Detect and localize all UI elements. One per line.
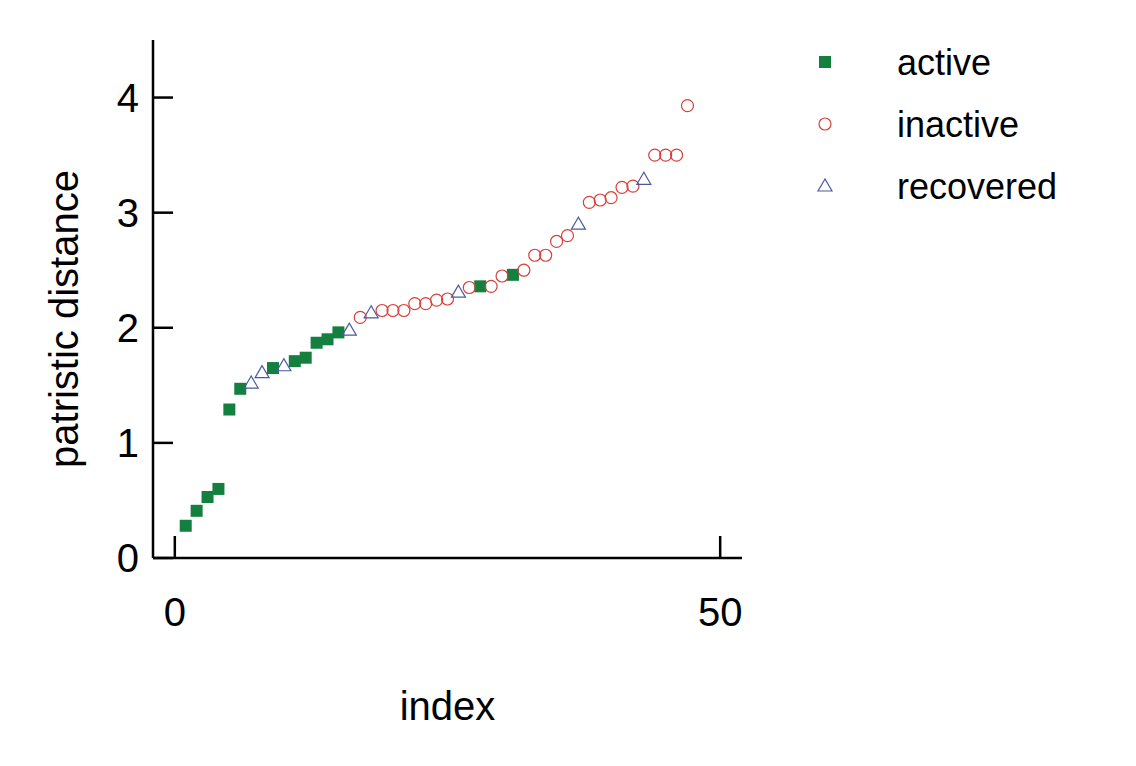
point — [277, 359, 291, 371]
point — [223, 404, 235, 416]
point — [289, 355, 301, 367]
point — [431, 294, 443, 306]
point — [671, 149, 683, 161]
y-tick — [153, 557, 173, 560]
point — [267, 362, 279, 374]
x-tick-label: 0 — [164, 590, 186, 634]
point — [234, 383, 246, 395]
point — [660, 149, 672, 161]
point — [551, 235, 563, 247]
point — [322, 333, 334, 345]
point — [364, 306, 378, 318]
point — [387, 305, 399, 317]
point — [529, 249, 541, 261]
point — [507, 269, 519, 281]
point — [496, 270, 508, 282]
point — [681, 100, 693, 112]
y-tick — [153, 211, 173, 214]
point — [605, 192, 617, 204]
point — [212, 483, 224, 495]
point — [649, 149, 661, 161]
x-tick — [719, 536, 722, 558]
y-tick — [153, 327, 173, 330]
points — [180, 100, 694, 532]
legend: active inactive recovered — [818, 42, 1057, 207]
point — [300, 352, 312, 364]
point — [342, 323, 356, 335]
legend-marker — [819, 56, 831, 68]
point — [180, 520, 192, 532]
y-tick-label: 4 — [117, 76, 139, 120]
point — [463, 281, 475, 293]
point — [485, 280, 497, 292]
legend-label: recovered — [897, 166, 1057, 207]
point — [518, 264, 530, 276]
point — [474, 280, 486, 292]
point — [540, 249, 552, 261]
point — [637, 172, 651, 184]
y-tick-label: 0 — [117, 536, 139, 580]
point — [616, 181, 628, 193]
point — [561, 230, 573, 242]
legend-label: active — [897, 42, 991, 83]
x-tick-label: 50 — [698, 590, 743, 634]
y-tick-label: 2 — [117, 306, 139, 350]
point — [311, 337, 323, 349]
point — [627, 180, 639, 192]
point — [409, 298, 421, 310]
chart: 0 1 2 3 4 0 50 index patristic distance active ina… — [0, 0, 1136, 766]
y-tick — [153, 96, 173, 99]
x-axis-label: index — [400, 684, 496, 728]
point — [583, 196, 595, 208]
point — [594, 194, 606, 206]
point — [376, 305, 388, 317]
point — [202, 491, 214, 503]
y-tick-label: 1 — [117, 421, 139, 465]
point — [571, 217, 585, 229]
x-tick — [174, 536, 177, 558]
legend-marker — [819, 118, 831, 130]
y-tick — [153, 442, 173, 445]
point — [255, 366, 269, 378]
x-axis — [153, 557, 742, 560]
y-tick-label: 3 — [117, 191, 139, 235]
point — [332, 326, 344, 338]
y-axis — [152, 40, 155, 558]
point — [451, 285, 465, 297]
point — [420, 298, 432, 310]
point — [398, 305, 410, 317]
legend-label: inactive — [897, 104, 1019, 145]
point — [191, 505, 203, 517]
y-axis-label: patristic distance — [42, 170, 86, 468]
legend-marker — [818, 179, 832, 191]
point — [442, 293, 454, 305]
